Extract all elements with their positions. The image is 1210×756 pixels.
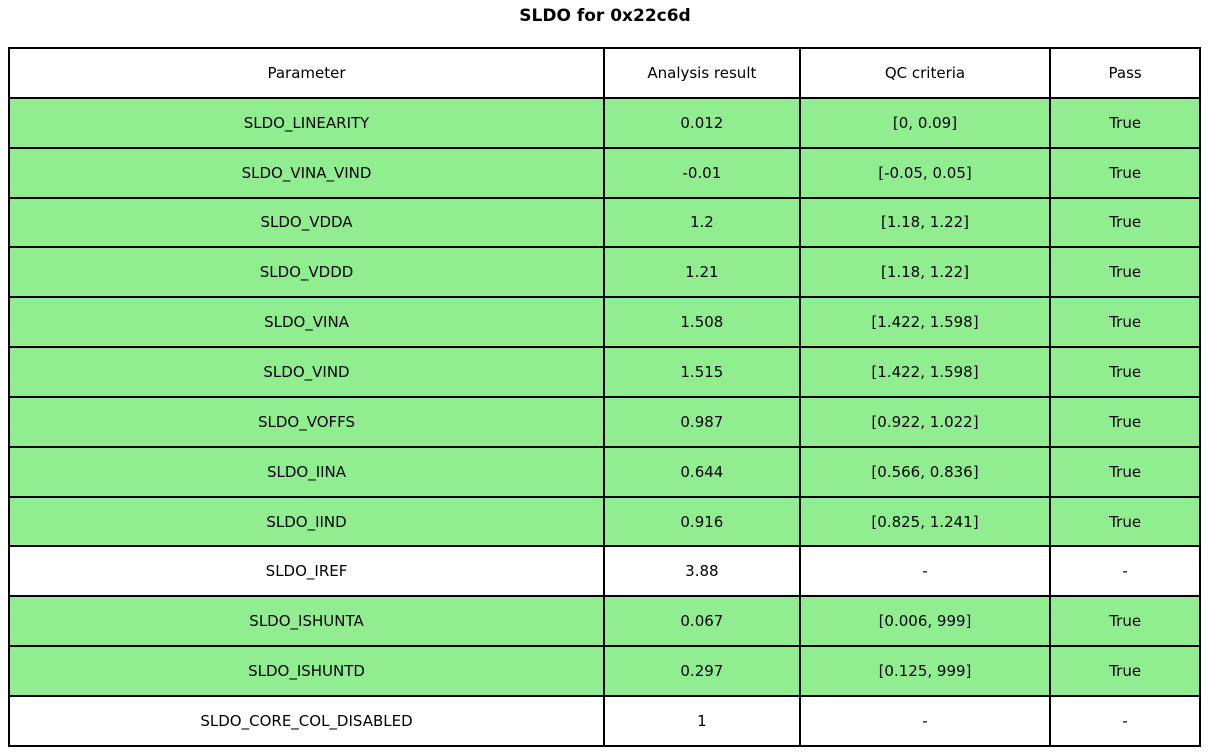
pass-cell: True [1049, 445, 1201, 498]
column-header-parameter: Parameter [7, 47, 606, 99]
qc-criteria-cell: [1.422, 1.598] [798, 296, 1052, 349]
qc-criteria-cell: [0.006, 999] [798, 595, 1052, 648]
table-row: SLDO_VINA 1.508 [1.422, 1.598] True [7, 296, 1201, 349]
parameter-cell: SLDO_VDDA [7, 196, 606, 249]
table-row: SLDO_CORE_COL_DISABLED 1- - [7, 694, 1201, 747]
column-header-qc-criteria: QC criteria [798, 47, 1052, 99]
column-header-analysis-result: Analysis result [603, 47, 801, 99]
parameter-cell: SLDO_VOFFS [7, 395, 606, 448]
parameter-cell: SLDO_IIND [7, 495, 606, 548]
table-row: SLDO_ISHUNTA 0.067 [0.006, 999] True [7, 595, 1201, 648]
analysis-result-cell: 0.012 [603, 96, 801, 149]
qc-table: Parameter Analysis result QC criteria Pa… [7, 47, 1201, 747]
table-row: SLDO_IINA 0.644 [0.566, 0.836] True [7, 445, 1201, 498]
analysis-result-cell: 1.508 [603, 296, 801, 349]
parameter-cell: SLDO_ISHUNTD [7, 645, 606, 697]
qc-table-body: SLDO_LINEARITY 0.012 [0, 0.09] True SLDO_VIN… [7, 96, 1201, 747]
pass-cell: - [1049, 545, 1201, 598]
parameter-cell: SLDO_VINA [7, 296, 606, 349]
parameter-cell: SLDO_LINEARITY [7, 96, 606, 149]
qc-criteria-cell: [0, 0.09] [798, 96, 1052, 149]
parameter-cell: SLDO_VINA_VIND [7, 146, 606, 199]
qc-criteria-cell: - [798, 694, 1052, 747]
table-row: SLDO_VINA_VIND -0.01 [-0.05, 0.05] True [7, 146, 1201, 199]
qc-criteria-cell: [0.825, 1.241] [798, 495, 1052, 548]
pass-cell: True [1049, 346, 1201, 398]
analysis-result-cell: 1.2 [603, 196, 801, 249]
analysis-result-cell: 0.916 [603, 495, 801, 548]
analysis-result-cell: 1.21 [603, 246, 801, 299]
pass-cell: True [1049, 495, 1201, 548]
parameter-cell: SLDO_VDDD [7, 246, 606, 299]
qc-criteria-cell: [1.422, 1.598] [798, 346, 1052, 398]
analysis-result-cell: 1 [603, 694, 801, 747]
table-row: SLDO_ISHUNTD 0.297 [0.125, 999] True [7, 645, 1201, 697]
analysis-result-cell: 0.987 [603, 395, 801, 448]
qc-criteria-cell: - [798, 545, 1052, 598]
pass-cell: True [1049, 146, 1201, 199]
analysis-result-cell: 1.515 [603, 346, 801, 398]
qc-criteria-cell: [-0.05, 0.05] [798, 146, 1052, 199]
qc-criteria-cell: [0.922, 1.022] [798, 395, 1052, 448]
parameter-cell: SLDO_IINA [7, 445, 606, 498]
pass-cell: - [1049, 694, 1201, 747]
parameter-cell: SLDO_IREF [7, 545, 606, 598]
pass-cell: True [1049, 395, 1201, 448]
pass-cell: True [1049, 296, 1201, 349]
qc-criteria-cell: [0.125, 999] [798, 645, 1052, 697]
qc-criteria-cell: [1.18, 1.22] [798, 246, 1052, 299]
analysis-result-cell: -0.01 [603, 146, 801, 199]
table-row: SLDO_VDDD 1.21 [1.18, 1.22] True [7, 246, 1201, 299]
qc-table-header: Parameter Analysis result QC criteria Pa… [7, 47, 1201, 99]
column-header-pass: Pass [1049, 47, 1201, 99]
pass-cell: True [1049, 595, 1201, 648]
table-row: SLDO_VOFFS 0.987 [0.922, 1.022] True [7, 395, 1201, 448]
table-row: SLDO_VDDA 1.2 [1.18, 1.22] True [7, 196, 1201, 249]
table-row: SLDO_VIND 1.515 [1.422, 1.598] True [7, 346, 1201, 398]
page-title: SLDO for 0x22c6d [519, 6, 691, 26]
table-row: SLDO_IIND 0.916 [0.825, 1.241] True [7, 495, 1201, 548]
analysis-result-cell: 0.067 [603, 595, 801, 648]
pass-cell: True [1049, 645, 1201, 697]
analysis-result-cell: 3.88 [603, 545, 801, 598]
qc-criteria-cell: [1.18, 1.22] [798, 196, 1052, 249]
table-row: SLDO_IREF 3.88- - [7, 545, 1201, 598]
analysis-result-cell: 0.297 [603, 645, 801, 697]
pass-cell: True [1049, 96, 1201, 149]
pass-cell: True [1049, 246, 1201, 299]
pass-cell: True [1049, 196, 1201, 249]
parameter-cell: SLDO_CORE_COL_DISABLED [7, 694, 606, 747]
analysis-result-cell: 0.644 [603, 445, 801, 498]
table-row: SLDO_LINEARITY 0.012 [0, 0.09] True [7, 96, 1201, 149]
qc-criteria-cell: [0.566, 0.836] [798, 445, 1052, 498]
header-row: Parameter Analysis result QC criteria Pa… [7, 47, 1201, 99]
parameter-cell: SLDO_ISHUNTA [7, 595, 606, 648]
parameter-cell: SLDO_VIND [7, 346, 606, 398]
